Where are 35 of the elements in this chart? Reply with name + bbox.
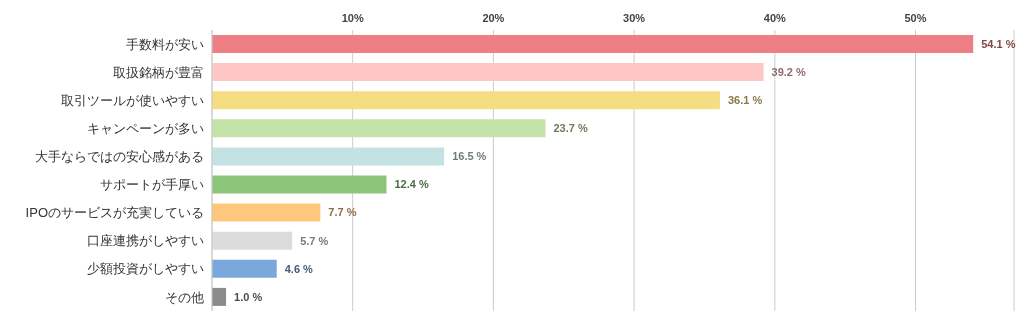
- data-label: 12.4 %: [394, 178, 429, 191]
- x-tick-label: 50%: [904, 12, 927, 24]
- data-label: 39.2 %: [771, 65, 807, 78]
- y-tick-label: サポートが手厚い: [100, 177, 204, 193]
- y-tick-label: キャンペーンが多い: [87, 120, 204, 136]
- x-tick-label: 20%: [482, 12, 505, 24]
- data-label: 4.6 %: [284, 262, 314, 275]
- bar: [212, 203, 321, 222]
- bar: [212, 63, 764, 82]
- bar: [212, 259, 277, 278]
- y-tick-label: 取扱銘柄が豊富: [113, 64, 204, 80]
- data-label: 5.7 %: [300, 234, 329, 247]
- bar: [212, 287, 227, 306]
- data-label: 54.1 %: [981, 37, 1016, 50]
- data-label: 23.7 %: [553, 122, 588, 135]
- data-label: 16.5 %: [452, 150, 487, 163]
- y-tick-label: 大手ならではの安心感がある: [35, 149, 204, 165]
- x-tick-label: 30%: [623, 12, 646, 24]
- data-label: 7.7 %: [328, 206, 357, 219]
- bar: [212, 119, 546, 138]
- y-tick-label: 少額投資がしやすい: [87, 261, 204, 277]
- bar: [212, 175, 387, 194]
- y-tick-label: 口座連携がしやすい: [87, 233, 204, 249]
- data-label: 1.0 %: [234, 290, 263, 303]
- data-label: 36.1 %: [727, 94, 763, 107]
- x-tick-label: 10%: [341, 12, 364, 24]
- bar: [212, 35, 974, 53]
- bar: [212, 147, 445, 166]
- x-tick-label: 40%: [763, 12, 787, 24]
- bar: [212, 91, 720, 110]
- y-tick-label: IPOのサービスが充実している: [25, 205, 204, 221]
- y-tick-label: 手数料が安い: [126, 36, 204, 52]
- y-tick-label: その他: [165, 289, 204, 305]
- bar: [212, 231, 293, 250]
- y-tick-label: 取引ツールが使いやすい: [61, 92, 204, 108]
